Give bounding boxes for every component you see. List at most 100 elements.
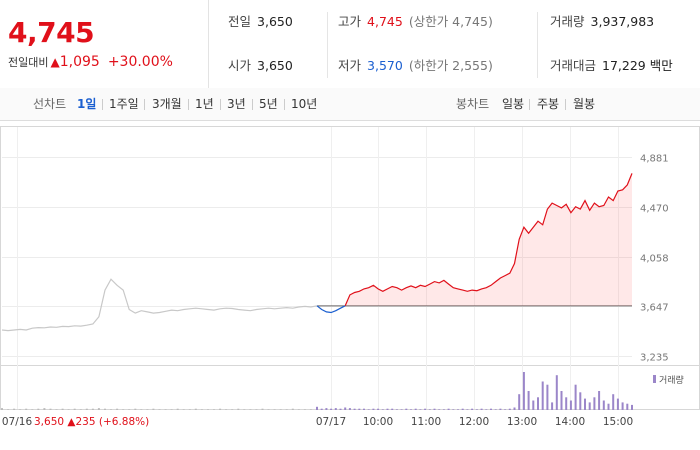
price-summary: 4,745 전일대비 ▲1,095 +30.00%: [0, 0, 209, 88]
volume-bar: [128, 409, 131, 410]
low-price: 저가 3,570 (하한가 2,555): [338, 44, 493, 88]
prev-session-percent: (+6.88%): [99, 416, 149, 428]
prev-close-label: 전일: [228, 14, 252, 29]
tab-3month[interactable]: 3개월: [152, 97, 182, 111]
volume-bar: [213, 409, 215, 410]
volume-bar: [303, 409, 306, 410]
volume-bar: [309, 409, 312, 410]
prev-session-close: 3,650: [34, 416, 67, 428]
volume-bar: [395, 409, 398, 410]
volume-bar: [372, 408, 375, 410]
volume-bar: [231, 409, 234, 410]
volume-bar: [43, 408, 46, 410]
volume-bar: [79, 409, 82, 410]
change-value: 1,095: [59, 54, 100, 70]
trade-value-info: 거래대금 17,229 백만: [550, 44, 673, 88]
volume-bar: [353, 408, 356, 410]
volume-bar: [97, 408, 100, 410]
volume-bar: [152, 408, 155, 410]
volume-bar: [348, 408, 351, 410]
tab-daily-candle[interactable]: 일봉: [502, 97, 525, 111]
volume-bar: [555, 375, 558, 410]
tab-1year[interactable]: 1년: [195, 97, 214, 111]
volume-bar: [273, 409, 276, 410]
volume-bar: [560, 391, 563, 410]
tab-5year[interactable]: 5년: [259, 97, 278, 111]
volume-bar: [475, 409, 478, 410]
volume-bar: [330, 408, 333, 410]
volume-bar: [363, 408, 365, 410]
volume-bar: [574, 384, 577, 410]
tab-1week[interactable]: 1주일: [109, 97, 139, 111]
volume-bar: [579, 392, 582, 410]
volume-bar: [410, 409, 412, 410]
volume-bar: [419, 409, 422, 410]
volume-bar: [541, 381, 544, 410]
volume-bar: [249, 409, 252, 410]
volume-bar: [490, 408, 492, 410]
prev-day-line: [1, 278, 318, 332]
open-label: 시가: [228, 58, 252, 73]
volume-bar: [31, 409, 34, 410]
volume-bar: [447, 408, 450, 410]
volume-bar: [49, 408, 52, 410]
volume-bar: [391, 408, 394, 410]
volume-bar: [188, 409, 191, 410]
tab-weekly-candle[interactable]: 주봉: [537, 97, 560, 111]
volume-bar: [494, 409, 497, 410]
volume-bar: [325, 408, 328, 410]
volume-bar: [546, 384, 549, 410]
volume-bar: [285, 409, 288, 410]
volume-bar: [485, 409, 488, 410]
prev-session-summary: 3,650 ▲235 (+6.88%): [34, 416, 149, 428]
open-value: 3,650: [257, 58, 293, 73]
volume-bar: [104, 408, 106, 410]
volume-bar: [55, 409, 58, 410]
volume-bar: [424, 408, 427, 410]
volume-bar: [504, 409, 507, 410]
volume-bar: [598, 391, 601, 410]
volume-bar: [466, 409, 469, 410]
volume-bar: [176, 408, 179, 410]
volume-bar: [607, 403, 610, 410]
tab-3year[interactable]: 3년: [227, 97, 246, 111]
volume-legend-label: 거래량: [659, 374, 684, 386]
low-label: 저가: [338, 58, 362, 73]
volume-bar: [19, 409, 22, 410]
price-area-fill: [317, 173, 632, 306]
x-tick-label: 13:00: [507, 416, 537, 428]
tab-1day[interactable]: 1일: [77, 97, 97, 111]
tab-10year[interactable]: 10년: [291, 97, 318, 111]
volume-bar: [433, 408, 436, 410]
volume-bar: [225, 409, 228, 410]
volume-bar: [602, 400, 605, 410]
up-arrow-icon: ▲: [67, 416, 76, 428]
volume-label: 거래량: [550, 14, 585, 29]
volume-bar: [381, 409, 384, 410]
volume-bar: [61, 408, 64, 410]
volume-bar: [261, 408, 264, 410]
volume-bar: [140, 409, 143, 410]
volume-bar: [612, 394, 615, 410]
upper-limit: (상한가 4,745): [408, 14, 493, 29]
volume-bar: [480, 408, 483, 410]
volume-bar: [243, 409, 246, 410]
x-tick-label: 10:00: [363, 416, 393, 428]
volume-bar: [386, 408, 389, 410]
x-tick-label: 07/17: [316, 416, 346, 428]
high-label: 고가: [338, 14, 362, 29]
x-tick-label: 12:00: [459, 416, 489, 428]
trade-value-unit: 백만: [649, 58, 673, 73]
volume-bar: [537, 397, 539, 410]
change-percent: +30.00%: [107, 54, 173, 70]
y-tick-label: 4,470: [640, 204, 669, 215]
tab-divider: [252, 99, 253, 110]
volume-bar: [219, 408, 222, 410]
volume-bar: [1, 408, 3, 410]
volume-bar: [158, 409, 161, 410]
volume-bar: [518, 394, 521, 410]
volume-bar: [616, 398, 619, 410]
volume-bar: [499, 408, 502, 410]
tab-monthly-candle[interactable]: 월봉: [573, 97, 596, 111]
volume-bar: [37, 408, 40, 410]
